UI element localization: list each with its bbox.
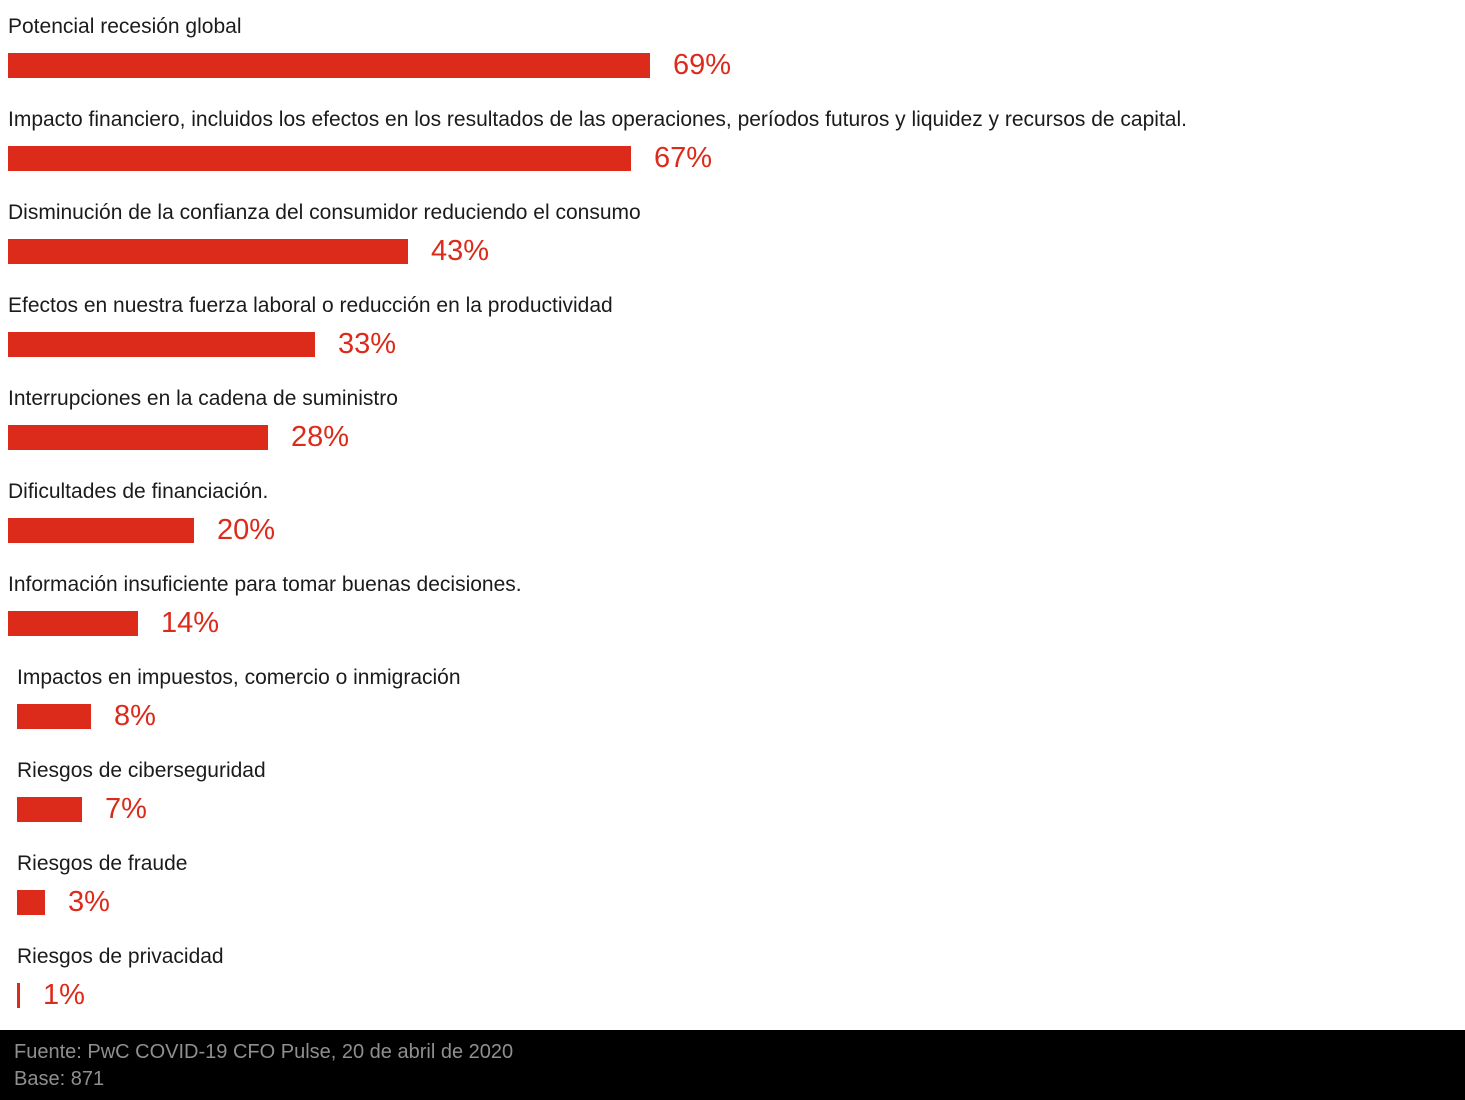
bar-line: 7%: [17, 793, 1465, 825]
value-label: 20%: [217, 514, 276, 546]
bar-line: 43%: [8, 235, 1465, 267]
bar-line: 67%: [8, 142, 1465, 174]
bar-line: 28%: [8, 421, 1465, 453]
value-label: 33%: [338, 328, 397, 360]
bar: [8, 332, 315, 357]
bar-row: Efectos en nuestra fuerza laboral o redu…: [0, 293, 1465, 360]
bar-row: Riesgos de fraude 3%: [0, 851, 1465, 918]
category-label: Disminución de la confianza del consumid…: [8, 201, 641, 224]
bar-row: Disminución de la confianza del consumid…: [0, 200, 1465, 267]
bar-line: 33%: [8, 328, 1465, 360]
category-label: Interrupciones en la cadena de suministr…: [8, 387, 398, 410]
category-label: Impacto financiero, incluidos los efecto…: [8, 108, 1187, 131]
category-label: Riesgos de ciberseguridad: [17, 759, 266, 782]
category-label: Impactos en impuestos, comercio o inmigr…: [17, 666, 461, 689]
bar: [17, 890, 45, 915]
category-label: Dificultades de financiación.: [8, 480, 269, 503]
value-label: 67%: [654, 142, 713, 174]
bar-line: 69%: [8, 49, 1465, 81]
bar-row: Dificultades de financiación. 20%: [0, 479, 1465, 546]
bar-line: 1%: [17, 979, 1465, 1011]
bar-line: 14%: [8, 607, 1465, 639]
bar: [8, 611, 138, 636]
value-label: 3%: [68, 886, 110, 918]
bar: [8, 239, 408, 264]
bar-line: 20%: [8, 514, 1465, 546]
base-line: Base: 871: [14, 1068, 105, 1090]
source-footer: Fuente: PwC COVID-19 CFO Pulse, 20 de ab…: [0, 1030, 1465, 1100]
bar-row: Impacto financiero, incluidos los efecto…: [0, 107, 1465, 174]
category-label: Información insuficiente para tomar buen…: [8, 573, 522, 596]
bar-line: 8%: [17, 700, 1465, 732]
bar-row: Impactos en impuestos, comercio o inmigr…: [0, 665, 1465, 732]
value-label: 1%: [43, 979, 85, 1011]
category-label: Riesgos de fraude: [17, 852, 188, 875]
category-label: Efectos en nuestra fuerza laboral o redu…: [8, 294, 613, 317]
value-label: 14%: [161, 607, 220, 639]
category-label: Potencial recesión global: [8, 15, 242, 38]
bar: [17, 704, 91, 729]
bar: [8, 425, 268, 450]
bar: [8, 146, 631, 171]
bar-line: 3%: [17, 886, 1465, 918]
bar: [17, 797, 82, 822]
value-label: 43%: [431, 235, 490, 267]
value-label: 7%: [105, 793, 147, 825]
bar: [8, 518, 194, 543]
bar-row: Interrupciones en la cadena de suministr…: [0, 386, 1465, 453]
source-line: Fuente: PwC COVID-19 CFO Pulse, 20 de ab…: [14, 1041, 514, 1063]
bar-row: Riesgos de privacidad 1%: [0, 944, 1465, 1011]
category-label: Riesgos de privacidad: [17, 945, 224, 968]
bar: [17, 983, 20, 1008]
value-label: 28%: [291, 421, 350, 453]
bar-row: Riesgos de ciberseguridad 7%: [0, 758, 1465, 825]
bar: [8, 53, 650, 78]
bar-row: Potencial recesión global 69%: [0, 14, 1465, 81]
bar-row: Información insuficiente para tomar buen…: [0, 572, 1465, 639]
value-label: 8%: [114, 700, 156, 732]
bar-chart: Potencial recesión global 69% Impacto fina…: [0, 14, 1465, 1011]
value-label: 69%: [673, 49, 732, 81]
